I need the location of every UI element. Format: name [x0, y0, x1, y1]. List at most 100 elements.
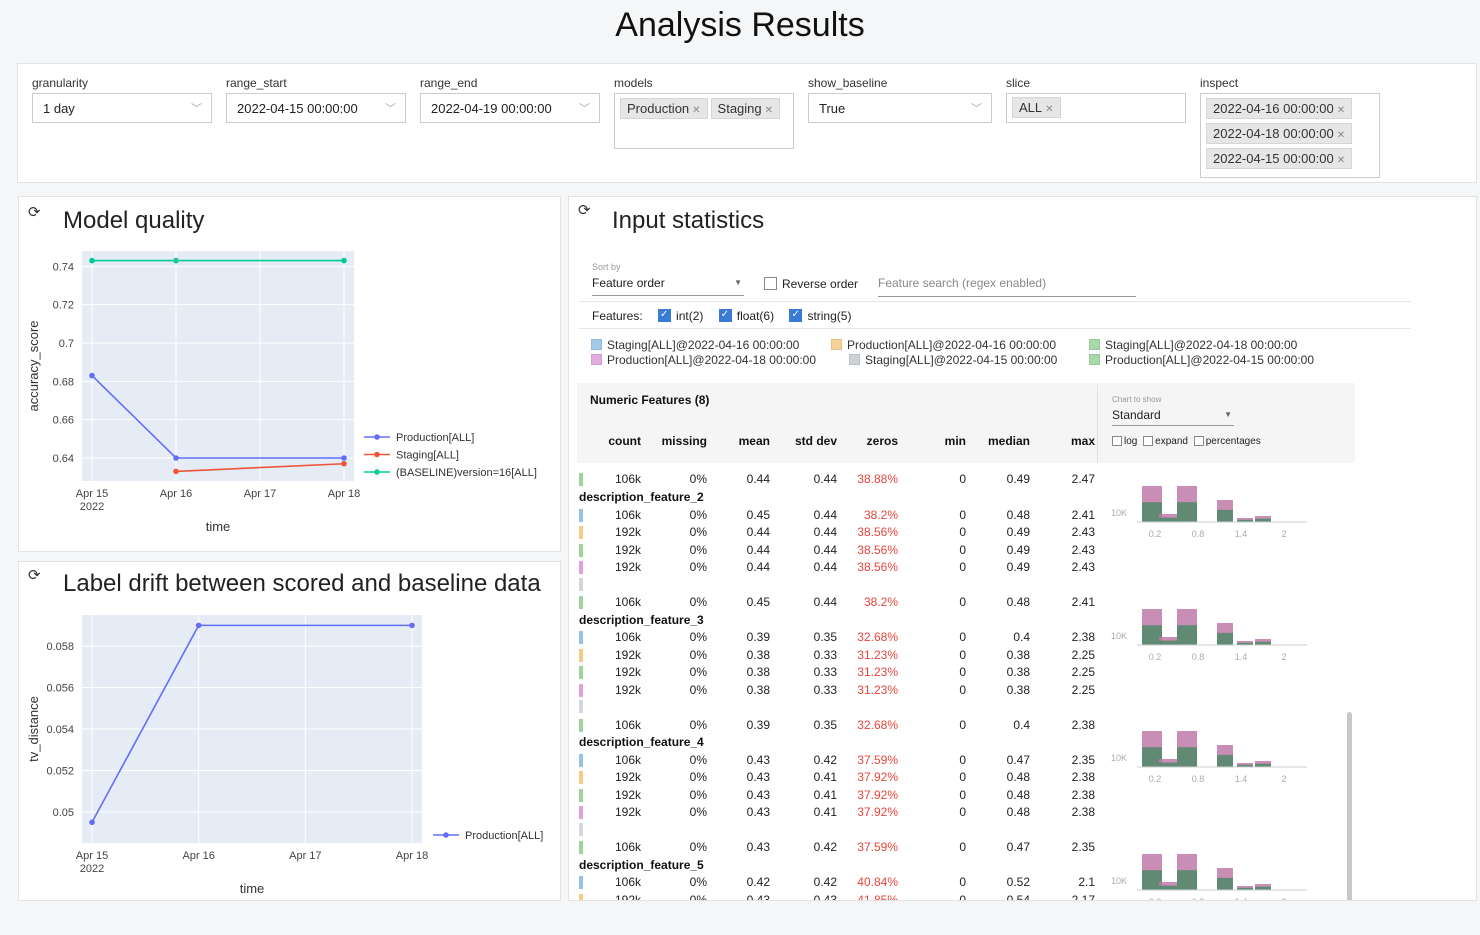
column-header[interactable]: zeros [866, 434, 898, 448]
refresh-icon[interactable]: ⟳ [578, 202, 591, 219]
sort-by-select[interactable]: Feature order ▼ [592, 276, 744, 296]
vertical-scrollbar[interactable] [1347, 712, 1352, 900]
column-header[interactable]: max [1070, 434, 1095, 448]
column-header[interactable]: missing [661, 434, 707, 448]
column-header[interactable]: median [987, 434, 1030, 448]
table-cell: 41.85% [857, 892, 898, 901]
hist-tick-label: 1.4 [1235, 652, 1248, 662]
hist-tick-label: 0.2 [1149, 897, 1162, 902]
refresh-icon[interactable]: ⟳ [28, 204, 41, 221]
table-cell: 2.25 [1071, 665, 1095, 679]
table-cell: 192k [614, 787, 641, 802]
inspect-chip[interactable]: 2022-04-15 00:00:00 ✕ [1206, 148, 1353, 169]
hist-tick-label: 2 [1281, 774, 1286, 784]
table-cell: 0.43 [746, 770, 770, 784]
reverse-order-checkbox[interactable]: Reverse order [764, 277, 858, 291]
table-cell: 0.44 [813, 472, 837, 486]
int-checkbox[interactable]: int(2) [658, 309, 703, 323]
table-cell: 106k [614, 507, 641, 522]
table-cell: 0.43 [746, 840, 770, 854]
hist-tick-label: 1.4 [1235, 774, 1248, 784]
chip-label: Production [627, 101, 690, 116]
close-icon[interactable]: ✕ [764, 105, 774, 116]
table-cell: 0.47 [1006, 752, 1030, 767]
feature-name: description_feature_4 [579, 735, 704, 749]
data-point [89, 372, 95, 379]
hist-tick-label: 2 [1281, 897, 1286, 902]
chevron-down-icon: ﹀ [579, 103, 590, 115]
column-header[interactable]: mean [738, 434, 770, 448]
feature-search-input[interactable]: Feature search (regex enabled) [878, 276, 1136, 297]
column-header[interactable]: count [608, 434, 641, 448]
feature-name: description_feature_3 [579, 612, 704, 627]
column-header[interactable]: std dev [794, 434, 837, 448]
table-row: 106k 0% 0.42 0.42 40.84% 0 0.52 2.1 [569, 875, 1099, 892]
table-cell: 0.43 [746, 752, 770, 767]
table-cell: 192k [614, 892, 641, 901]
table-cell: 106k [614, 472, 641, 486]
granularity-select[interactable]: 1 day ﹀ [32, 93, 212, 123]
log-label: log [1124, 436, 1138, 447]
table-cell: 0% [689, 630, 707, 644]
range-end-select[interactable]: 2022-04-19 00:00:00 ﹀ [420, 93, 600, 123]
close-icon[interactable]: ✕ [1336, 130, 1346, 141]
hist-bar [1177, 747, 1197, 767]
series-line [175, 462, 345, 473]
label-drift-panel: ⟳ Label drift between scored and baselin… [18, 561, 561, 901]
data-point [409, 622, 415, 629]
percentages-checkbox[interactable]: percentages [1193, 436, 1261, 447]
table-cell: 37.92% [857, 770, 898, 784]
table-cell: 2.41 [1071, 595, 1095, 609]
model-chip-staging[interactable]: Staging ✕ [710, 98, 781, 119]
hist-bar [1217, 632, 1233, 645]
refresh-icon[interactable]: ⟳ [28, 567, 41, 584]
float-checkbox[interactable]: float(6) [718, 309, 774, 323]
table-cell: 0% [689, 665, 707, 679]
slice-multiselect[interactable]: ALL ✕ [1006, 93, 1186, 123]
log-checkbox[interactable]: log [1112, 436, 1137, 447]
x-tick-label: Apr 18 [328, 488, 360, 500]
close-icon[interactable]: ✕ [692, 105, 701, 116]
table-cell: 192k [614, 542, 641, 557]
divider [1097, 385, 1098, 463]
show-baseline-select[interactable]: True ﹀ [808, 93, 992, 123]
legend-marker [374, 469, 380, 475]
chevron-down-icon: ﹀ [385, 103, 396, 115]
expand-checkbox[interactable]: expand [1143, 436, 1188, 447]
table-cell: 0.33 [813, 665, 837, 679]
chart-to-show-select[interactable]: Standard ▼ [1112, 408, 1234, 426]
x-tick-label: Apr 17 [244, 488, 276, 500]
column-header[interactable]: min [944, 434, 966, 448]
inspect-chip[interactable]: 2022-04-16 00:00:00 ✕ [1206, 98, 1353, 119]
model-chip-production[interactable]: Production ✕ [620, 98, 708, 119]
table-cell: 37.59% [857, 752, 898, 767]
table-cell: 0.42 [746, 875, 770, 889]
hist-bar [1159, 640, 1177, 645]
numeric-table-header [577, 383, 1355, 463]
table-cell: 0.35 [813, 630, 837, 644]
table-cell: 0.48 [1006, 507, 1030, 522]
slice-label: slice [1006, 76, 1031, 90]
x-tick-label: Apr 15 [76, 850, 108, 862]
hist-bar [1177, 869, 1197, 890]
legend-marker [374, 451, 380, 458]
models-multiselect[interactable]: Production ✕ Staging ✕ [614, 93, 794, 149]
legend-item: Production[ALL]@2022-04-18 00:00:00 [591, 353, 816, 367]
plot-area [82, 251, 354, 481]
legend-item: Staging[ALL]@2022-04-18 00:00:00 [1089, 338, 1297, 352]
table-cell: 2.47 [1071, 472, 1095, 486]
table-cell: 0.33 [813, 647, 837, 662]
close-icon[interactable]: ✕ [1045, 104, 1054, 115]
inspect-chip[interactable]: 2022-04-18 00:00:00 ✕ [1206, 123, 1353, 144]
x-tick-label: 2022 [80, 501, 104, 513]
string-checkbox[interactable]: string(5) [789, 309, 851, 323]
x-tick-label: Apr 16 [182, 850, 214, 862]
legend-item: Production[ALL]@2022-04-15 00:00:00 [1089, 353, 1314, 367]
close-icon[interactable]: ✕ [1336, 105, 1346, 116]
range-start-select[interactable]: 2022-04-15 00:00:00 ﹀ [226, 93, 406, 123]
close-icon[interactable]: ✕ [1336, 155, 1346, 166]
inspect-multiselect[interactable]: 2022-04-16 00:00:00 ✕ 2022-04-18 00:00:00… [1200, 93, 1380, 178]
label-drift-title: Label drift between scored and baseline … [63, 570, 541, 597]
slice-chip-all[interactable]: ALL ✕ [1012, 97, 1061, 118]
y-tick-label: 0.05 [53, 807, 74, 819]
